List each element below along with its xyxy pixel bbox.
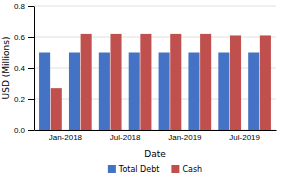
x-axis-title: Date: [144, 149, 166, 159]
y-tick-label: 0.0: [14, 126, 26, 135]
y-tick-label: 0.4: [14, 64, 26, 73]
legend-swatch: [108, 165, 116, 173]
x-tick-label: Jul-2018: [110, 133, 141, 142]
y-tick-mark: [28, 6, 34, 7]
x-axis: Jan-2018 Jul-2018 Jan-2019 Jul-2019: [35, 131, 277, 142]
y-tick: 0.6: [14, 33, 34, 42]
bar: [200, 34, 211, 130]
bar: [218, 53, 229, 131]
bar: [39, 53, 50, 131]
bar: [170, 34, 181, 130]
y-tick: 0.8: [14, 2, 34, 11]
x-tick-label: Jul-2019: [229, 133, 260, 142]
x-tick: Jan-2019: [168, 133, 202, 142]
bar: [81, 34, 92, 130]
x-axis-line: [35, 130, 277, 131]
legend-swatch: [171, 165, 179, 173]
legend: Total Debt Cash: [108, 165, 202, 174]
y-tick: 0.4: [14, 64, 34, 73]
y-tick-mark: [28, 37, 34, 38]
y-axis: 0.0 0.2 0.4 0.6 0.8: [14, 2, 35, 135]
y-axis-title: USD (Millions): [1, 37, 11, 100]
bar: [140, 34, 151, 130]
bar: [69, 53, 80, 131]
legend-item: Total Debt: [108, 165, 160, 174]
x-tick: Jul-2018: [110, 133, 141, 142]
y-tick: 0.2: [14, 95, 34, 104]
x-tick: Jul-2019: [229, 133, 260, 142]
y-tick-label: 0.8: [14, 2, 26, 11]
y-axis-line: [34, 7, 35, 131]
bar: [230, 35, 241, 130]
bar: [51, 88, 62, 130]
bar: [188, 53, 199, 131]
y-tick: 0.0: [14, 126, 34, 135]
y-tick-mark: [28, 99, 34, 100]
y-tick-label: 0.6: [14, 33, 26, 42]
legend-item: Cash: [171, 165, 202, 174]
x-tick-label: Jan-2019: [168, 133, 202, 142]
chart: 0.00.20.40.60.8Jan-2018Jul-2018Jan-2019J…: [0, 0, 284, 178]
grid-line: [34, 6, 276, 7]
grid: [34, 6, 276, 130]
y-tick-mark: [28, 130, 34, 131]
x-tick-label: Jan-2018: [49, 133, 83, 142]
y-tick-label: 0.2: [14, 95, 26, 104]
x-tick: Jan-2018: [49, 133, 83, 142]
bar: [260, 35, 271, 130]
series: [51, 34, 271, 130]
bar: [129, 53, 140, 131]
y-tick-mark: [28, 68, 34, 69]
legend-label: Total Debt: [118, 165, 160, 174]
bar: [110, 34, 121, 130]
bar: [248, 53, 259, 131]
bars: [39, 34, 271, 130]
plot: 0.00.20.40.60.8Jan-2018Jul-2018Jan-2019J…: [14, 2, 277, 142]
bar: [159, 53, 170, 131]
legend-label: Cash: [182, 165, 202, 174]
bar: [99, 53, 110, 131]
